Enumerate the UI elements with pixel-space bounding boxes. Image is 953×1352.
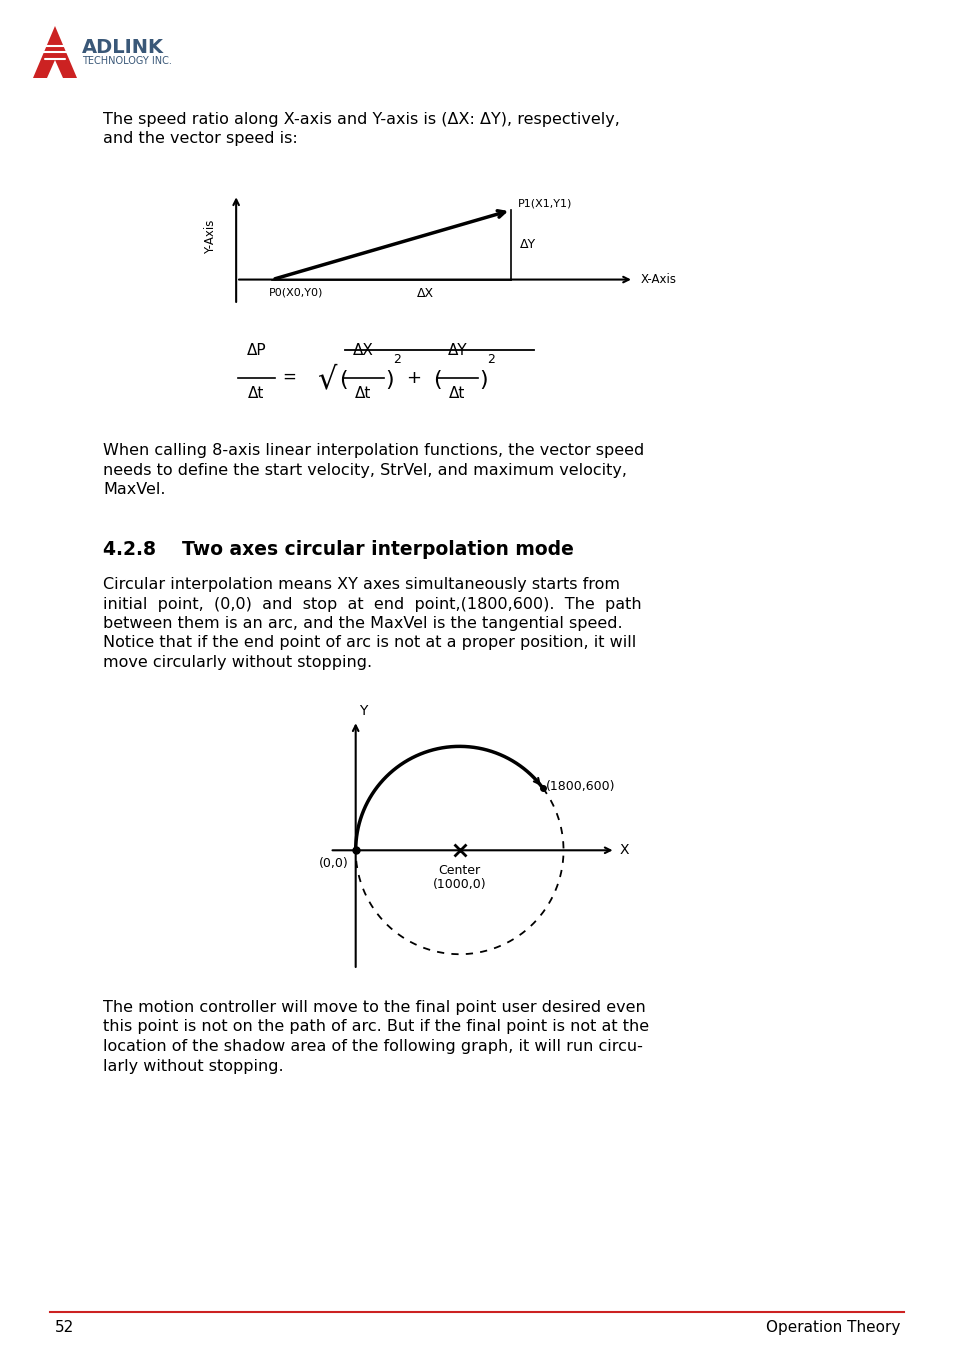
Text: Δt: Δt [248, 387, 264, 402]
Text: initial  point,  (0,0)  and  stop  at  end  point,(1800,600).  The  path: initial point, (0,0) and stop at end poi… [103, 596, 641, 611]
Text: X: X [619, 844, 628, 857]
Text: P0(X0,Y0): P0(X0,Y0) [269, 288, 323, 297]
Text: ΔY: ΔY [519, 238, 536, 251]
Text: larly without stopping.: larly without stopping. [103, 1059, 283, 1073]
Text: Circular interpolation means XY axes simultaneously starts from: Circular interpolation means XY axes sim… [103, 577, 619, 592]
Text: ΔY: ΔY [447, 342, 467, 357]
Polygon shape [33, 26, 77, 78]
Text: ΔX: ΔX [353, 342, 374, 357]
Text: The speed ratio along X-axis and Y-axis is (ΔX: ΔY), respectively,: The speed ratio along X-axis and Y-axis … [103, 112, 619, 127]
Text: MaxVel.: MaxVel. [103, 483, 165, 498]
Text: Notice that if the end point of arc is not at a proper position, it will: Notice that if the end point of arc is n… [103, 635, 636, 650]
Text: (: ( [433, 370, 441, 389]
Text: Y: Y [359, 704, 367, 718]
Text: 2: 2 [486, 353, 494, 365]
Text: The motion controller will move to the final point user desired even: The motion controller will move to the f… [103, 1000, 645, 1015]
Text: (1800,600): (1800,600) [545, 780, 615, 794]
Text: +: + [406, 369, 421, 388]
Text: TECHNOLOGY INC.: TECHNOLOGY INC. [82, 55, 172, 66]
Text: 52: 52 [55, 1320, 74, 1334]
Text: Δt: Δt [449, 387, 465, 402]
Text: (1000,0): (1000,0) [433, 879, 486, 891]
Text: (: ( [339, 370, 348, 389]
Polygon shape [47, 59, 63, 78]
Text: ): ) [479, 370, 488, 389]
Text: between them is an arc, and the MaxVel is the tangential speed.: between them is an arc, and the MaxVel i… [103, 617, 622, 631]
Text: X-Axis: X-Axis [640, 273, 677, 287]
Text: √: √ [317, 365, 336, 395]
Text: ΔX: ΔX [416, 288, 434, 300]
Text: (0,0): (0,0) [318, 857, 348, 869]
Text: location of the shadow area of the following graph, it will run circu-: location of the shadow area of the follo… [103, 1038, 642, 1055]
Text: move circularly without stopping.: move circularly without stopping. [103, 654, 372, 671]
Text: 4.2.8    Two axes circular interpolation mode: 4.2.8 Two axes circular interpolation mo… [103, 539, 574, 558]
Text: Δt: Δt [355, 387, 372, 402]
Text: ΔP: ΔP [246, 342, 266, 357]
Text: ): ) [385, 370, 394, 389]
Text: this point is not on the path of arc. But if the final point is not at the: this point is not on the path of arc. Bu… [103, 1019, 648, 1034]
Text: needs to define the start velocity, StrVel, and maximum velocity,: needs to define the start velocity, StrV… [103, 462, 626, 477]
Text: ADLINK: ADLINK [82, 38, 164, 57]
Text: and the vector speed is:: and the vector speed is: [103, 131, 297, 146]
Text: 2: 2 [393, 353, 400, 365]
Text: Center: Center [438, 864, 480, 877]
Text: P1(X1,Y1): P1(X1,Y1) [517, 199, 572, 208]
Text: =: = [282, 368, 296, 385]
Text: Y-Axis: Y-Axis [204, 220, 217, 254]
Text: When calling 8-axis linear interpolation functions, the vector speed: When calling 8-axis linear interpolation… [103, 443, 643, 458]
Text: Operation Theory: Operation Theory [765, 1320, 899, 1334]
